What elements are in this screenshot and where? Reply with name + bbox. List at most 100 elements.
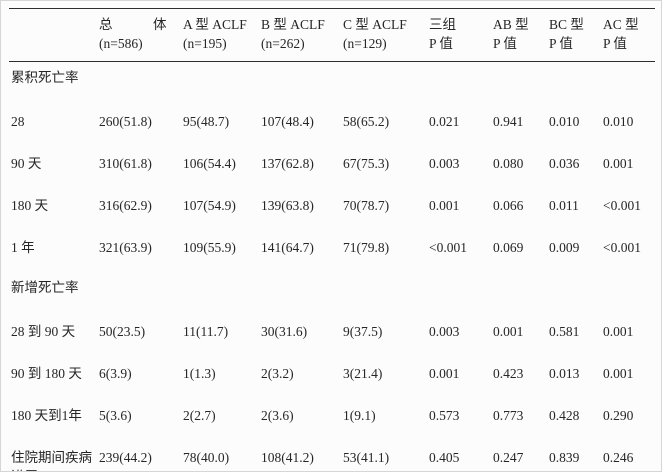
section-row: 累积死亡率 bbox=[9, 62, 655, 105]
cell-value: 0.010 bbox=[549, 114, 580, 129]
column-header-2: A 型 ACLF bbox=[183, 17, 247, 32]
cell-value: 0.066 bbox=[493, 198, 524, 213]
cell-value: 239(44.2) bbox=[99, 450, 152, 465]
cell-value bbox=[181, 272, 259, 314]
cell-value bbox=[259, 62, 341, 105]
column-header-5: 三组 bbox=[429, 17, 456, 32]
cell-value: 3(21.4) bbox=[343, 366, 383, 381]
table-row: 90 天 310(61.8) 106(54.4) 137(62.8) 67(75.3) 0… bbox=[9, 146, 655, 188]
cell-value: <0.001 bbox=[603, 198, 641, 213]
table-row: 1 年 321(63.9) 109(55.9) 141(64.7) 71(79.8) <0… bbox=[9, 230, 655, 272]
cell-value bbox=[601, 62, 655, 105]
row-label: 90 到 180 天 bbox=[11, 366, 82, 381]
cell-value: 321(63.9) bbox=[99, 240, 152, 255]
cell-value: 0.423 bbox=[493, 366, 524, 381]
column-subheader-0 bbox=[9, 34, 97, 62]
cell-value: <0.001 bbox=[429, 240, 467, 255]
cell-value: 71(79.8) bbox=[343, 240, 390, 255]
cell-value: 6(3.9) bbox=[99, 366, 132, 381]
cell-value: 0.001 bbox=[429, 366, 460, 381]
column-header-1: 总 体 bbox=[99, 17, 167, 32]
cell-value: <0.001 bbox=[603, 240, 641, 255]
column-subheader-6: P 值 bbox=[493, 36, 517, 51]
cell-value: 78(40.0) bbox=[183, 450, 230, 465]
cell-value: 0.001 bbox=[429, 198, 460, 213]
cell-value: 67(75.3) bbox=[343, 156, 390, 171]
cell-value: 106(54.4) bbox=[183, 156, 236, 171]
row-label: 180 天到1年 bbox=[11, 408, 82, 423]
cell-value: 0.839 bbox=[549, 450, 580, 465]
cell-value: 58(65.2) bbox=[343, 114, 390, 129]
cell-value bbox=[547, 272, 601, 314]
table-body: 累积死亡率 28 260(51.8) 95(48.7) 107(48.4) 58(65.2… bbox=[9, 62, 655, 471]
cell-value bbox=[427, 272, 491, 314]
row-label: 住院期间疾病进展 bbox=[11, 450, 92, 471]
cell-value: 0.036 bbox=[549, 156, 580, 171]
cell-value: 11(11.7) bbox=[183, 324, 229, 339]
cell-value: 0.290 bbox=[603, 408, 634, 423]
cell-value: 0.003 bbox=[429, 324, 460, 339]
cell-value: 0.069 bbox=[493, 240, 524, 255]
cell-value: 0.773 bbox=[493, 408, 524, 423]
column-subheader-8: P 值 bbox=[603, 36, 627, 51]
table-row: 28 260(51.8) 95(48.7) 107(48.4) 58(65.2) 0.02… bbox=[9, 104, 655, 146]
cell-value: 95(48.7) bbox=[183, 114, 230, 129]
cell-value: 0.001 bbox=[603, 366, 634, 381]
cell-value: 0.247 bbox=[493, 450, 524, 465]
cell-value bbox=[547, 62, 601, 105]
cell-value: 2(2.7) bbox=[183, 408, 216, 423]
cell-value: 2(3.6) bbox=[261, 408, 294, 423]
cell-value: 0.001 bbox=[493, 324, 524, 339]
column-subheader-5: P 值 bbox=[429, 36, 453, 51]
row-label: 90 天 bbox=[11, 156, 42, 171]
column-header-4: C 型 ACLF bbox=[343, 17, 407, 32]
cell-value: 0.011 bbox=[549, 198, 579, 213]
cell-value bbox=[491, 62, 547, 105]
row-label: 累积死亡率 bbox=[11, 70, 79, 85]
cell-value: 0.080 bbox=[493, 156, 524, 171]
cell-value: 141(64.7) bbox=[261, 240, 314, 255]
cell-value bbox=[97, 62, 181, 105]
section-row: 新增死亡率 bbox=[9, 272, 655, 314]
cell-value bbox=[97, 272, 181, 314]
cell-value: 0.941 bbox=[493, 114, 524, 129]
cell-value: 0.001 bbox=[603, 156, 634, 171]
cell-value: 0.246 bbox=[603, 450, 634, 465]
column-subheader-2: (n=195) bbox=[183, 36, 227, 51]
row-label: 28 到 90 天 bbox=[11, 324, 76, 339]
cell-value: 139(63.8) bbox=[261, 198, 314, 213]
cell-value: 5(3.6) bbox=[99, 408, 132, 423]
cell-value: 0.003 bbox=[429, 156, 460, 171]
cell-value: 0.021 bbox=[429, 114, 460, 129]
cell-value: 316(62.9) bbox=[99, 198, 152, 213]
table-header: 总 体 A 型 ACLF B 型 ACLF C 型 ACLF 三组 AB 型 BC 型 AC … bbox=[9, 9, 655, 62]
cell-value bbox=[601, 272, 655, 314]
cell-value bbox=[341, 272, 427, 314]
column-subheader-4: (n=129) bbox=[343, 36, 387, 51]
cell-value: 0.010 bbox=[603, 114, 634, 129]
header-row-main: 总 体 A 型 ACLF B 型 ACLF C 型 ACLF 三组 AB 型 BC 型 AC … bbox=[9, 9, 655, 35]
cell-value: 137(62.8) bbox=[261, 156, 314, 171]
column-header-6: AB 型 bbox=[493, 17, 529, 32]
column-header-3: B 型 ACLF bbox=[261, 17, 325, 32]
row-label: 180 天 bbox=[11, 198, 49, 213]
cell-value bbox=[181, 62, 259, 105]
cell-value: 0.573 bbox=[429, 408, 460, 423]
column-subheader-7: P 值 bbox=[549, 36, 573, 51]
cell-value: 0.009 bbox=[549, 240, 580, 255]
cell-value: 9(37.5) bbox=[343, 324, 383, 339]
cell-value: 109(55.9) bbox=[183, 240, 236, 255]
cell-value: 50(23.5) bbox=[99, 324, 146, 339]
table-row: 90 到 180 天 6(3.9) 1(1.3) 2(3.2) 3(21.4) 0.001… bbox=[9, 356, 655, 398]
column-subheader-1: (n=586) bbox=[99, 36, 143, 51]
cell-value bbox=[427, 62, 491, 105]
table-row: 28 到 90 天 50(23.5) 11(11.7) 30(31.6) 9(37.5)… bbox=[9, 314, 655, 356]
header-row-sub: (n=586) (n=195) (n=262) (n=129) P 值 P 值 P 值 P 值 bbox=[9, 34, 655, 62]
cell-value: 1(1.3) bbox=[183, 366, 216, 381]
cell-value: 30(31.6) bbox=[261, 324, 308, 339]
cell-value: 0.013 bbox=[549, 366, 580, 381]
column-subheader-3: (n=262) bbox=[261, 36, 305, 51]
cell-value: 1(9.1) bbox=[343, 408, 376, 423]
cell-value: 0.581 bbox=[549, 324, 580, 339]
